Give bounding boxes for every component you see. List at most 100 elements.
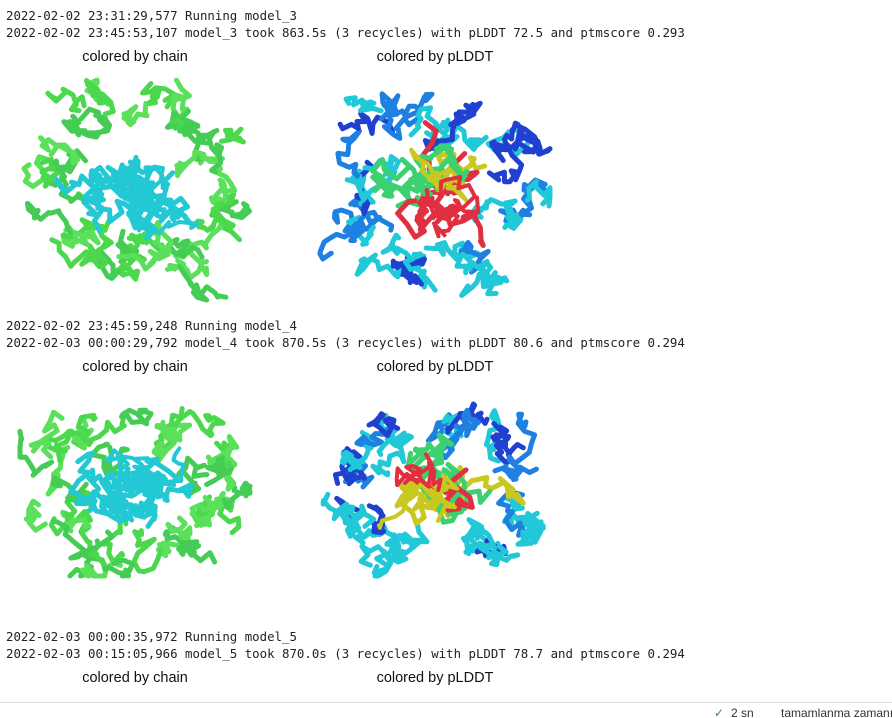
backbone-segment: [28, 409, 65, 460]
backbone-segment: [174, 149, 207, 179]
backbone-segment: [317, 228, 365, 262]
backbone-segment: [90, 555, 136, 579]
backbone-segment: [122, 456, 151, 493]
backbone-segment: [221, 476, 253, 511]
status-bar: ✓ 2 sn tamamlanma zamanı: [0, 702, 892, 718]
log-line: 2022-02-03 00:00:29,792 model_4 took 870…: [6, 335, 685, 350]
backbone-segment: [172, 409, 226, 439]
backbone-segment: [17, 428, 55, 478]
backbone-segment: [209, 199, 252, 221]
backbone-segment: [68, 450, 121, 507]
backbone-segment: [339, 449, 366, 471]
caption: colored by pLDDT: [376, 359, 494, 375]
backbone-segment: [438, 175, 481, 215]
backbone-segment: [60, 217, 112, 240]
backbone-segment: [370, 441, 407, 478]
backbone-segment: [189, 494, 216, 528]
backbone-segment: [208, 177, 228, 212]
backbone-segment: [51, 518, 115, 561]
backbone-segment: [177, 264, 229, 303]
log-line: 2022-02-02 23:31:29,577 Running model_3: [6, 8, 297, 23]
log-line: 2022-02-03 00:00:35,972 Running model_5: [6, 629, 297, 644]
backbone-segment: [496, 490, 526, 538]
backbone-segment: [502, 513, 540, 540]
log-line: 2022-02-03 00:15:05,966 model_5 took 870…: [6, 646, 685, 661]
log-line: 2022-02-02 23:45:53,107 model_3 took 863…: [6, 25, 685, 40]
caption: colored by chain: [82, 49, 188, 65]
backbone-segment: [177, 120, 220, 162]
backbone-segment: [459, 407, 481, 439]
backbone-segment: [204, 455, 234, 487]
backbone-segment: [89, 467, 147, 520]
backbone-segment: [218, 126, 246, 145]
backbone-segment: [88, 168, 128, 234]
caption: colored by chain: [82, 359, 188, 375]
backbone-segment: [24, 200, 73, 236]
backbone-segment: [320, 491, 355, 533]
backbone-segment: [366, 411, 401, 438]
backbone-segment: [409, 147, 448, 192]
backbone-segment: [339, 502, 364, 537]
duration: 2 sn: [731, 706, 754, 718]
backbone-segment: [196, 129, 225, 175]
backbone-segment: [176, 455, 210, 496]
backbone-segment: [459, 259, 498, 298]
backbone-segment: [115, 253, 147, 282]
backbone-segment: [445, 401, 490, 435]
backbone-segment: [354, 425, 391, 448]
backbone-segment: [23, 498, 48, 533]
backbone-segment: [131, 528, 164, 575]
backbone-segment: [377, 482, 449, 530]
completion-label: tamamlanma zamanı: [781, 706, 892, 718]
backbone-segment: [506, 411, 538, 471]
backbone-segment: [524, 178, 553, 209]
backbone-segment: [38, 135, 81, 166]
backbone-segment: [380, 232, 422, 272]
backbone-segment: [354, 252, 402, 280]
backbone-segment: [49, 237, 108, 269]
backbone-segment: [486, 145, 525, 185]
backbone-segment: [406, 432, 455, 479]
protein-render: [17, 406, 253, 579]
backbone-segment: [121, 100, 150, 128]
backbone-segment: [140, 81, 178, 110]
backbone-segment: [120, 446, 186, 498]
backbone-segment: [116, 240, 171, 272]
backbone-segment: [132, 164, 171, 210]
log-line: 2022-02-02 23:45:59,248 Running model_4: [6, 318, 297, 333]
caption: colored by pLDDT: [376, 670, 494, 686]
backbone-segment: [424, 188, 460, 239]
backbone-segment: [45, 86, 87, 114]
backbone-segment: [423, 240, 488, 275]
backbone-segment: [119, 407, 154, 427]
backbone-segment: [166, 237, 205, 260]
backbone-segment: [489, 133, 553, 157]
backbone-segment: [502, 198, 524, 231]
protein-render: [317, 91, 553, 298]
backbone-segment: [84, 78, 116, 117]
backbone-segment: [335, 128, 362, 179]
backbone-segment: [104, 500, 158, 529]
backbone-segment: [137, 188, 200, 236]
backbone-segment: [391, 519, 430, 551]
backbone-segment: [448, 100, 483, 128]
backbone-segment: [515, 517, 546, 547]
backbone-segment: [164, 258, 210, 281]
backbone-segment: [411, 251, 438, 293]
backbone-segment: [346, 209, 395, 235]
backbone-segment: [376, 430, 414, 457]
backbone-segment: [62, 229, 101, 249]
protein-render: [21, 77, 252, 303]
backbone-segment: [343, 95, 384, 114]
backbone-segment: [102, 444, 130, 477]
backbone-segment: [381, 91, 435, 118]
backbone-segment: [151, 428, 178, 463]
backbone-segment: [60, 509, 92, 534]
backbone-segment: [483, 408, 502, 464]
backbone-segment: [79, 233, 114, 270]
backbone-segment: [164, 108, 191, 131]
backbone-segment: [58, 412, 98, 447]
backbone-segment: [105, 448, 147, 494]
backbone-segment: [210, 191, 237, 233]
